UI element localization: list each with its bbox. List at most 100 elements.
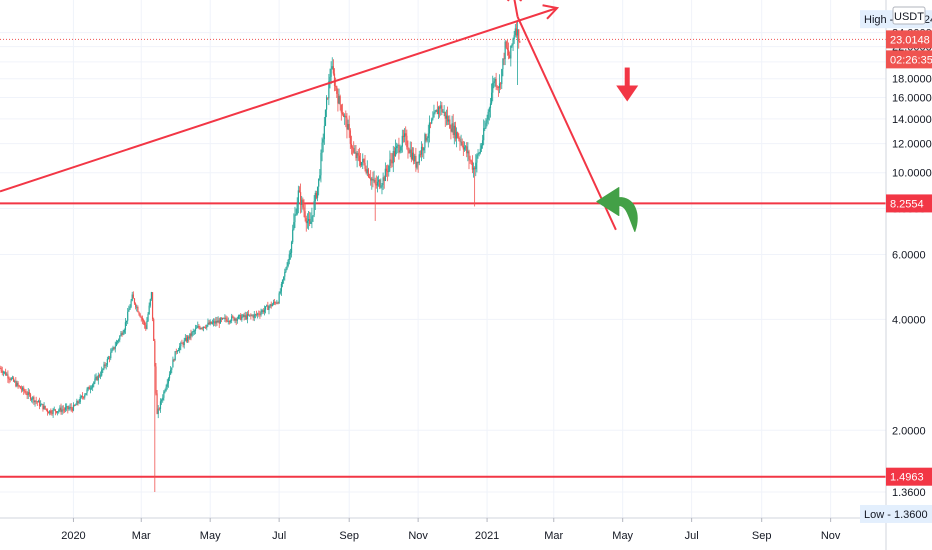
candle — [202, 326, 205, 332]
candle — [276, 299, 278, 305]
time-axis[interactable]: 2020 Mar May Jul Sep Nov 2021 Mar May Jul Sep Nov — [61, 518, 841, 542]
candle — [64, 403, 67, 413]
candle — [254, 313, 257, 319]
candle — [385, 165, 388, 177]
candle — [380, 178, 382, 189]
candle — [498, 74, 501, 94]
candle — [84, 393, 86, 400]
candle — [92, 383, 94, 392]
candle — [185, 335, 188, 343]
candle — [203, 326, 206, 329]
candle — [290, 240, 293, 258]
time-tick-label: Jul — [685, 530, 699, 542]
trendline-arrowhead — [542, 4, 560, 20]
candle — [480, 143, 483, 153]
candle — [243, 312, 245, 321]
candle — [15, 377, 17, 388]
down-arrow[interactable] — [616, 67, 639, 102]
candle — [300, 183, 302, 214]
candle — [232, 314, 234, 319]
candle — [162, 394, 164, 403]
candle — [448, 115, 450, 125]
candle — [151, 292, 154, 322]
candle — [311, 207, 313, 229]
candle — [220, 317, 223, 323]
candle — [72, 402, 75, 412]
candle — [432, 111, 434, 121]
candle — [263, 305, 266, 316]
svg-text:23.0148: 23.0148 — [890, 34, 930, 46]
currency-label-box[interactable]: USDT — [892, 6, 926, 25]
candle — [289, 248, 292, 260]
candle — [505, 40, 507, 49]
candle — [490, 83, 493, 105]
candle — [227, 317, 229, 325]
rising-trendline[interactable] — [0, 7, 558, 193]
candle — [88, 385, 90, 390]
candle — [345, 110, 347, 128]
candle — [60, 403, 62, 415]
candle — [292, 224, 294, 244]
candle — [196, 325, 198, 329]
candle — [253, 310, 255, 322]
candle — [381, 183, 383, 195]
candle — [414, 154, 416, 165]
candle — [294, 206, 296, 229]
candle — [353, 141, 355, 154]
candle — [20, 385, 23, 393]
candle — [159, 398, 162, 413]
candle — [377, 175, 380, 187]
candle — [224, 314, 226, 322]
candle — [7, 370, 9, 383]
candle — [28, 389, 30, 397]
time-tick-label: May — [612, 530, 633, 542]
price-axis[interactable]: 1.36002.00004.00006.00008.000010.000012.… — [892, 28, 932, 499]
candle — [406, 129, 408, 150]
candle — [193, 329, 195, 335]
candle — [272, 299, 275, 306]
candle — [449, 115, 451, 129]
candle — [164, 388, 166, 394]
candle — [501, 68, 503, 90]
candle — [315, 190, 318, 200]
candle — [135, 302, 137, 310]
candle — [331, 57, 333, 70]
candle — [170, 366, 172, 375]
svg-text:02:26:35: 02:26:35 — [890, 54, 932, 66]
candle — [347, 119, 349, 130]
candle — [481, 134, 484, 149]
candle — [18, 384, 20, 388]
candle — [396, 142, 398, 155]
candle — [372, 171, 374, 188]
candle — [485, 118, 487, 129]
candle — [514, 23, 516, 38]
bounce-arrow[interactable] — [596, 187, 638, 233]
support-price-tag: 1.4963 — [886, 467, 932, 486]
time-tick-label: Mar — [132, 530, 151, 542]
candle — [453, 122, 455, 145]
candle — [158, 407, 160, 411]
candle — [474, 166, 476, 207]
candle — [330, 61, 332, 85]
candle — [34, 400, 36, 407]
candle — [486, 114, 488, 127]
candle — [516, 21, 519, 86]
candle — [125, 320, 128, 327]
candle — [77, 400, 79, 406]
candle — [460, 134, 462, 146]
candle — [9, 377, 11, 383]
candle — [467, 142, 469, 162]
candle — [513, 30, 515, 44]
candle — [252, 314, 254, 321]
candle — [139, 312, 141, 318]
candle — [218, 317, 220, 329]
candle — [113, 347, 115, 351]
candle — [115, 339, 118, 347]
candle — [228, 320, 231, 325]
falling-line[interactable] — [516, 16, 617, 231]
candle — [194, 324, 197, 335]
candle — [349, 128, 351, 150]
candle — [41, 403, 43, 405]
